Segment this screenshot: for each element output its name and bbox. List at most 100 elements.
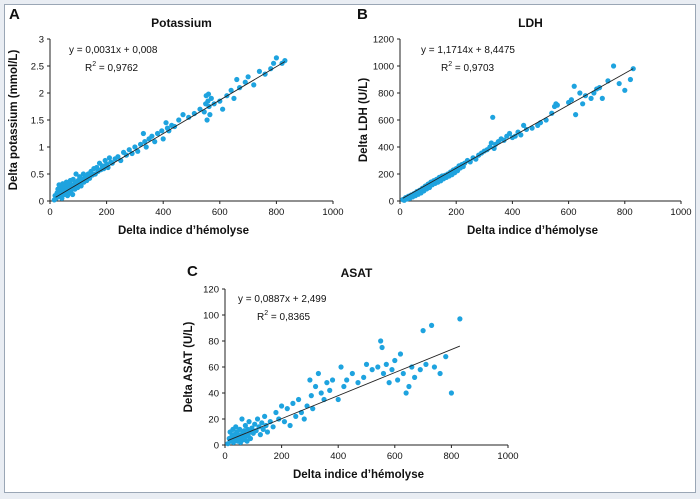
data-point xyxy=(389,367,395,373)
y-axis-title: Delta ASAT (U/L) xyxy=(183,321,195,412)
r-squared-letter: R xyxy=(257,312,264,323)
x-tick-label: 200 xyxy=(99,207,115,218)
data-point xyxy=(242,422,248,429)
r-squared-exponent: 2 xyxy=(92,61,96,68)
x-tick-label: 600 xyxy=(387,451,403,462)
data-point xyxy=(580,101,586,107)
y-tick-label: 3 xyxy=(39,35,44,46)
r-squared-exponent: 2 xyxy=(264,310,268,317)
data-point xyxy=(521,122,527,128)
x-tick-label: 800 xyxy=(268,207,284,218)
data-point xyxy=(220,106,226,112)
r-squared-label: R2 = 0,9762 xyxy=(85,61,139,74)
data-point xyxy=(154,130,161,137)
y-tick-label: 1.5 xyxy=(31,116,44,127)
data-point xyxy=(506,130,513,137)
data-point xyxy=(616,80,622,87)
data-point xyxy=(448,390,454,396)
data-point xyxy=(142,139,148,145)
data-point xyxy=(247,435,254,442)
data-point xyxy=(412,374,418,380)
r-squared-label: R2 = 0,9703 xyxy=(441,61,495,74)
data-point xyxy=(375,364,381,370)
trend-line xyxy=(227,345,461,442)
data-point xyxy=(264,429,271,435)
y-tick-label: 60 xyxy=(208,363,219,374)
data-point xyxy=(233,424,239,430)
data-point xyxy=(501,137,507,143)
data-point xyxy=(378,338,384,344)
data-point xyxy=(279,403,285,409)
data-point xyxy=(268,66,274,72)
r-squared-letter: R xyxy=(441,63,448,74)
data-point xyxy=(341,383,347,390)
data-point xyxy=(257,432,263,438)
data-point xyxy=(270,60,277,66)
data-point xyxy=(245,74,251,80)
data-point xyxy=(126,147,132,153)
y-tick-label: 800 xyxy=(378,89,394,100)
chart-panel-a: A Potassium 0 200 400 600 800 1000 0 0.5 1 1.5 2 2.5 3… xyxy=(8,6,344,237)
data-point xyxy=(246,419,252,425)
x-tick-label: 0 xyxy=(222,451,227,462)
data-point xyxy=(208,95,214,101)
data-point xyxy=(252,421,258,427)
data-point xyxy=(327,387,333,393)
r-squared-exponent: 2 xyxy=(448,61,452,68)
data-point xyxy=(318,390,324,396)
data-point xyxy=(78,183,84,189)
data-point xyxy=(231,95,237,101)
data-point xyxy=(392,357,398,364)
data-point xyxy=(457,316,463,322)
data-point xyxy=(610,63,617,69)
data-point xyxy=(310,406,316,412)
chart-title: ASAT xyxy=(341,266,373,280)
r-squared-value: = 0,8365 xyxy=(268,312,310,323)
r-squared-value: = 0,9762 xyxy=(96,63,138,74)
data-point xyxy=(259,420,265,426)
r-squared-value: = 0,9703 xyxy=(452,63,494,74)
data-point xyxy=(443,354,449,360)
y-tick-label: 2 xyxy=(39,89,44,100)
y-tick-label: 400 xyxy=(378,143,394,154)
data-point xyxy=(417,367,423,373)
data-point xyxy=(490,114,496,120)
x-tick-label: 1000 xyxy=(670,207,691,218)
data-point xyxy=(197,106,203,112)
data-point xyxy=(437,370,443,377)
x-tick-label: 0 xyxy=(47,207,52,218)
data-point xyxy=(135,148,141,154)
data-point xyxy=(349,370,355,377)
data-point xyxy=(137,141,144,147)
trend-line xyxy=(55,61,286,198)
data-point xyxy=(249,425,255,431)
data-point xyxy=(369,367,375,373)
data-point xyxy=(386,380,392,386)
data-point xyxy=(163,120,169,126)
chart-title: Potassium xyxy=(151,16,212,30)
data-point xyxy=(599,95,605,101)
data-point xyxy=(205,91,212,97)
data-point xyxy=(149,133,155,139)
x-tick-label: 800 xyxy=(617,207,633,218)
data-point xyxy=(361,374,367,380)
chart-title: LDH xyxy=(518,16,543,30)
y-tick-label: 80 xyxy=(208,337,219,348)
data-point xyxy=(554,102,560,108)
x-tick-label: 400 xyxy=(504,207,520,218)
data-point xyxy=(237,426,243,432)
y-tick-label: 200 xyxy=(378,170,394,181)
data-point xyxy=(204,117,210,123)
data-point xyxy=(59,195,65,201)
data-point xyxy=(270,424,276,430)
y-tick-label: 600 xyxy=(378,116,394,127)
y-tick-label: 0 xyxy=(214,441,219,452)
regression-equation: y = 0,0887x + 2,499 xyxy=(238,294,327,305)
data-point xyxy=(571,83,577,89)
data-point xyxy=(159,128,165,134)
y-tick-label: 0.5 xyxy=(31,170,44,181)
data-point xyxy=(622,87,628,93)
data-point xyxy=(329,377,336,383)
y-tick-label: 100 xyxy=(203,311,219,322)
